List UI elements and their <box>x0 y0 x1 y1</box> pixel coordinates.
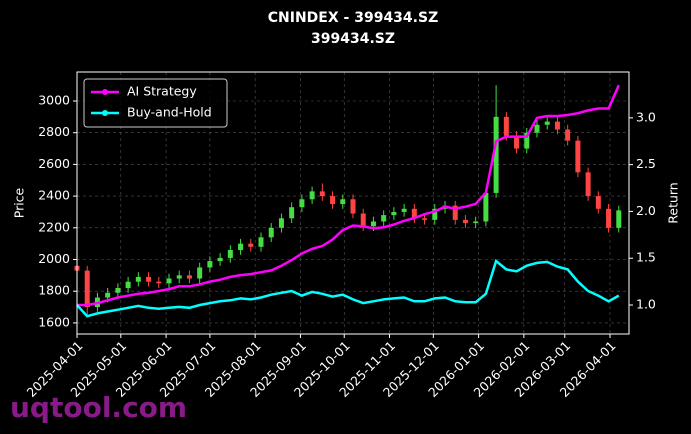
candle-body <box>299 199 305 208</box>
candle-body <box>197 267 203 279</box>
candle-body <box>186 275 192 279</box>
candle-body <box>227 249 233 258</box>
y2-tick-label: 1.0 <box>636 296 656 311</box>
y-tick-label: 3000 <box>38 93 70 108</box>
candle-body <box>166 278 172 284</box>
candle-body <box>278 218 284 228</box>
candle-body <box>462 219 468 224</box>
y-tick-label: 1600 <box>38 314 70 329</box>
y-axis-label: Price <box>12 187 27 218</box>
candle-body <box>248 243 254 247</box>
legend-marker <box>102 110 108 116</box>
y-tick-label: 2200 <box>38 219 70 234</box>
y-tick-label: 1800 <box>38 283 70 298</box>
candle-body <box>473 221 479 224</box>
legend-label: AI Strategy <box>127 84 197 99</box>
candle-body <box>391 211 397 216</box>
candle-body <box>503 116 509 136</box>
candle-body <box>146 276 152 282</box>
candle-body <box>268 227 274 238</box>
plot-frame <box>76 71 630 335</box>
candle-body <box>585 172 591 197</box>
candle-body <box>105 292 111 298</box>
candle-body <box>422 218 428 220</box>
candle-body <box>514 135 520 149</box>
candle-body <box>565 129 571 141</box>
candle-body <box>452 205 458 220</box>
candle-body <box>309 191 315 200</box>
y2-tick-label: 3.0 <box>636 109 656 124</box>
candle-body <box>483 192 489 222</box>
y2-axis-label: Return <box>666 182 681 223</box>
candle-body <box>575 140 581 173</box>
candle-body <box>289 207 295 219</box>
chart-title: CNINDEX - 399434.SZ <box>268 10 438 26</box>
candle-body <box>238 243 244 250</box>
candle-body <box>115 288 121 293</box>
y-tick-label: 2800 <box>38 124 70 139</box>
y-tick-label: 2400 <box>38 188 70 203</box>
candle-body <box>544 121 550 125</box>
candle-body <box>330 196 336 205</box>
candle-body <box>401 208 407 212</box>
y-tick-label: 2000 <box>38 251 70 266</box>
y2-tick-label: 1.5 <box>636 250 656 265</box>
legend-box <box>83 78 228 128</box>
candle-body <box>493 116 499 193</box>
candle-body <box>606 208 612 228</box>
y2-tick-label: 2.5 <box>636 156 656 171</box>
line-series <box>76 258 620 318</box>
candle-body <box>411 208 417 219</box>
candle-body <box>370 221 376 227</box>
candle-body <box>616 210 622 228</box>
y2-tick-label: 2.0 <box>636 203 656 218</box>
candle-body <box>554 121 560 130</box>
candle-body <box>84 270 90 308</box>
chart-subtitle: 399434.SZ <box>311 31 395 47</box>
candle-body <box>534 124 540 133</box>
candle-body <box>524 132 530 149</box>
candle-body <box>258 237 264 247</box>
candle-body <box>350 199 356 214</box>
candle-body <box>125 281 131 289</box>
legend-marker <box>102 89 108 95</box>
candle-body <box>381 215 387 222</box>
line-series <box>77 84 620 307</box>
candle-body <box>176 275 182 279</box>
candle-body <box>595 196 601 209</box>
candle-body <box>360 213 366 227</box>
candle-body <box>217 257 223 262</box>
legend-label: Buy-and-Hold <box>127 105 212 120</box>
candle-body <box>156 281 162 284</box>
candle-body <box>340 199 346 205</box>
watermark: uqtool.com <box>10 391 187 424</box>
candle-body <box>432 208 438 220</box>
candle-body <box>319 191 325 197</box>
candle-body <box>207 261 213 268</box>
y-tick-label: 2600 <box>38 156 70 171</box>
candle-body <box>135 276 141 282</box>
